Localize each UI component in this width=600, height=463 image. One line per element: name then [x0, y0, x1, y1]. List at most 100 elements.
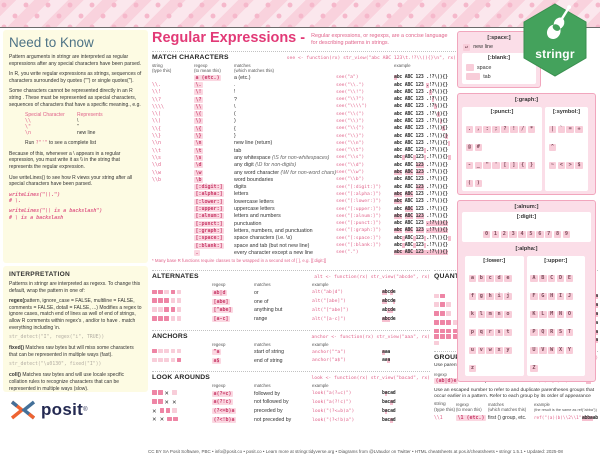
- result-segment: abc ABC: [394, 184, 416, 190]
- matches-cell: .: [234, 82, 236, 88]
- result-segment: [402, 155, 405, 161]
- result-segment: ABC: [404, 191, 413, 197]
- run-note: Run ?"'" to see a complete list: [25, 140, 142, 147]
- example-result: abcde: [382, 316, 422, 322]
- regexp-chip: .: [194, 249, 201, 256]
- bottom-left-column: ALTERNATES alt <- function(rx) str_view("…: [152, 270, 430, 430]
- result-segment: !: [428, 89, 432, 95]
- regexp-cell: a(?!c): [212, 399, 254, 406]
- table-row: . every character except a new line see(".…: [152, 249, 456, 256]
- example-call: see("[:digit:]"): [336, 184, 382, 190]
- example-result: abc ABC 123 .!?\(){}: [394, 155, 456, 161]
- diagram-node: [434, 334, 439, 339]
- example-result: aaa: [382, 349, 422, 355]
- example-call: see("\\w"): [336, 170, 365, 176]
- space-swatch: [465, 64, 474, 72]
- table-row: [:alnum:] letters and numbers see("[:alnum…: [152, 213, 456, 220]
- matches-cell: \: [234, 103, 236, 110]
- result-segment: abc: [394, 243, 403, 249]
- result-segment: a: [595, 320, 598, 326]
- result-segment: c: [387, 290, 391, 296]
- matches-cell: new line (return): [234, 140, 273, 147]
- matches-cell: }: [234, 133, 236, 140]
- result-segment: a: [390, 417, 393, 423]
- example-result: aaa: [382, 358, 422, 364]
- result-segment: .: [426, 82, 429, 88]
- code-output: # \.: [9, 198, 22, 205]
- regexp-cell: (?<=b)a: [212, 408, 254, 415]
- result-segment: ab: [592, 415, 599, 421]
- char-chip: 2: [500, 230, 509, 238]
- char-chip: T: [565, 328, 574, 336]
- graph-class-box: [:graph:] [:punct:] .,:;?! / * @ # - _ " '[]{} (…: [457, 93, 596, 196]
- result-segment: ){}: [439, 111, 448, 117]
- railroad-diagram: [434, 328, 464, 336]
- char-chip: ,: [474, 125, 483, 133]
- example-result: abbaab: [581, 415, 599, 421]
- diagram-node: [452, 328, 458, 334]
- diagram-node: [152, 357, 157, 363]
- diagram-node: [164, 289, 169, 295]
- result-segment: .!?\(){}: [423, 213, 448, 219]
- table-row: \n new line: [25, 130, 142, 136]
- char-chip: 8: [553, 230, 562, 238]
- regexp-cell: [abe]: [212, 298, 254, 305]
- regexp-chip: \): [194, 118, 204, 125]
- code-line: writeLines("\\."): [9, 191, 61, 198]
- table-row: \\1 \1 (etc.) first () group, etc. ref("…: [434, 414, 598, 423]
- helper-function-code: alt <- function(rx) str_view("abcde", rx…: [314, 275, 430, 281]
- result-segment: abc: [394, 206, 405, 212]
- table-row: \\d \d any digit (\D for non-digits) see("\…: [152, 162, 456, 169]
- regexp-chip: [:lower:]: [194, 198, 225, 205]
- column-header: [336, 63, 394, 74]
- table-row: [:graph:] letters, numbers, and punctuati…: [152, 227, 456, 234]
- regexp-cell: \!: [194, 89, 234, 96]
- example-result: abc ABC 123 .!?\(){}: [394, 243, 456, 249]
- char-chip: ?: [501, 125, 509, 133]
- char-chip: h: [486, 292, 494, 300]
- regexp-cell: ab|d: [212, 289, 254, 296]
- result-segment: 123: [415, 170, 424, 176]
- char-chip: p: [468, 328, 477, 336]
- result-segment: e: [392, 299, 396, 305]
- diagram-node: ✕: [159, 417, 165, 424]
- regexp-cell: [:upper:]: [194, 206, 234, 213]
- special-characters-body: \\ \ \" " \n new line: [25, 118, 142, 136]
- result-segment: a: [394, 75, 397, 81]
- example-call: see("\\("): [336, 111, 365, 117]
- result-segment: abc: [394, 199, 403, 205]
- diagram-node: [176, 307, 182, 312]
- matches-cell: punctuation: [234, 220, 262, 227]
- matches-cell: any digit (\D for non-digits): [234, 162, 297, 169]
- char-chip: b: [477, 274, 486, 282]
- char-chip: @: [465, 143, 474, 151]
- result-segment: \(){}: [434, 97, 448, 103]
- regexp-cell: [:lower:]: [194, 198, 234, 205]
- footnote: * Many base R functions require classes …: [152, 258, 327, 264]
- matches-cell: range: [254, 316, 268, 323]
- result-segment: [423, 148, 427, 154]
- posit-weave-icon: [10, 400, 36, 420]
- regexp-cell: (?<!b)a: [212, 417, 254, 424]
- char-chip: N: [556, 310, 565, 318]
- tab-swatch: [465, 73, 481, 81]
- example-result: abc ABC 123 .!?\(){}: [394, 199, 456, 205]
- diagram-node: [446, 328, 451, 334]
- char-chip: w: [486, 346, 494, 354]
- look-arounds-section: LOOK AROUNDS look <- function(rx) str_vie…: [152, 371, 430, 424]
- result-segment: .!?\(){}: [426, 221, 448, 227]
- class-label: [:upper:]: [544, 258, 568, 265]
- char-chip: $: [575, 161, 583, 169]
- column-header: regexp (to mean this): [194, 62, 221, 73]
- result-segment: .!?\(){}: [426, 235, 448, 241]
- example-result: abc ABC 123 .!?\(){}: [394, 206, 456, 212]
- table-row: [a-c] range alt("[a-c]") abcde: [152, 315, 430, 324]
- char-chip: q: [477, 328, 486, 336]
- lower-grid: a b c d e f g h i j k l m n o p q r s t u v w x y z: [468, 266, 521, 374]
- matches-cell: any word character (\W for non-word char…: [234, 169, 336, 176]
- regexp-cell: ^a: [212, 349, 254, 356]
- diagram-node: [446, 302, 451, 307]
- char-chip: m: [486, 310, 494, 318]
- string-cell: \\\\: [152, 103, 165, 110]
